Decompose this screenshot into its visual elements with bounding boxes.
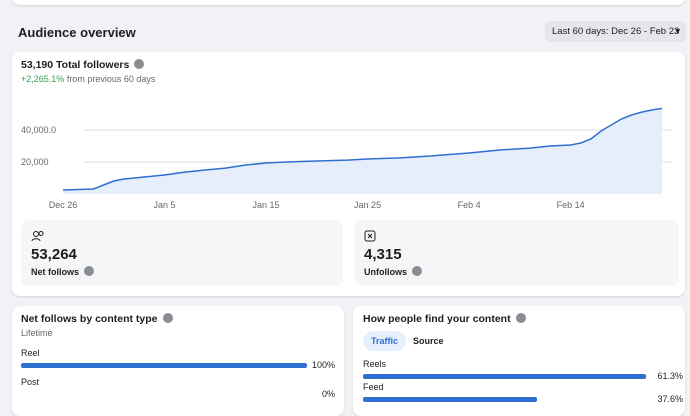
stat-value: 4,315	[364, 246, 402, 263]
change-row: +2,265.1% from previous 60 days	[21, 74, 155, 84]
section-title: Audience overview	[18, 25, 136, 40]
stat-card	[21, 220, 343, 286]
people-icon	[31, 231, 44, 242]
info-icon[interactable]	[412, 266, 422, 276]
card-title: Net follows by content type	[21, 313, 173, 325]
x-tick-label: Jan 15	[253, 200, 280, 210]
chevron: ▾	[675, 26, 680, 37]
info-icon[interactable]	[515, 313, 526, 323]
stat-card	[354, 220, 679, 286]
x-tick-label: Feb 4	[458, 200, 481, 210]
top-card	[12, 0, 685, 5]
x-tick-label: Jan 5	[154, 200, 176, 210]
bar-value: 37.6%	[657, 394, 683, 404]
x-tick-label: Dec 26	[49, 200, 78, 210]
bar-value: 100%	[311, 360, 335, 370]
bar	[363, 374, 647, 379]
x-tick-label: Jan 25	[354, 200, 381, 210]
bar-list: Reel 100% Post 0%	[21, 348, 341, 403]
card-subtitle: Lifetime	[21, 328, 53, 338]
card-title: How people find your content	[363, 313, 526, 325]
bar-label: Reel	[21, 348, 40, 358]
unfollow-icon	[364, 230, 376, 242]
total-text: 53,190 Total followers	[21, 59, 130, 71]
tab[interactable]: Source	[413, 336, 444, 346]
card-title-text: Net follows by content type	[21, 313, 158, 325]
y-tick-label: 40,000.0	[21, 125, 56, 135]
date-range-button[interactable]: Last 60 days: Dec 26 - Feb 23 ▾	[545, 21, 686, 42]
followers-chart: 20,000 40,000.0 Dec 26 Jan 5 Jan 15 Jan 25 Feb…	[21, 107, 672, 210]
card-title-text: How people find your content	[363, 313, 511, 325]
y-tick-label: 20,000	[21, 157, 49, 167]
change-value: +2,265.1%	[21, 74, 65, 84]
bar-label: Post	[21, 377, 40, 387]
page: Audience overview Last 60 days: Dec 26 -…	[12, 0, 686, 416]
x-tick-label: Feb 14	[557, 200, 585, 210]
tab-active[interactable]: Traffic	[363, 331, 407, 351]
stat-label-text: Unfollows	[364, 267, 407, 277]
area	[63, 108, 662, 194]
bar	[21, 363, 307, 368]
bar-list: Reels 61.3% Feed 37.6%	[363, 359, 683, 409]
bar	[363, 397, 537, 402]
bar-value: 61.3%	[657, 371, 683, 381]
stat-value: 53,264	[31, 246, 77, 263]
stat-label-text: Net follows	[31, 267, 80, 277]
info-icon[interactable]	[162, 313, 173, 323]
info-icon[interactable]	[134, 59, 145, 69]
change-text: from previous 60 days	[66, 74, 156, 84]
total-followers: 53,190 Total followers	[21, 59, 145, 71]
info-icon[interactable]	[84, 266, 95, 276]
content-type-card	[12, 306, 344, 416]
bar-label: Feed	[363, 382, 384, 392]
stat-label: Unfollows	[364, 266, 422, 277]
date-range: Last 60 days: Dec 26 - Feb 23	[552, 26, 680, 37]
line	[62, 107, 663, 191]
bar-label: Reels	[363, 359, 387, 369]
stat-label: Net follows	[31, 266, 95, 277]
bar-value: 0%	[321, 389, 335, 399]
